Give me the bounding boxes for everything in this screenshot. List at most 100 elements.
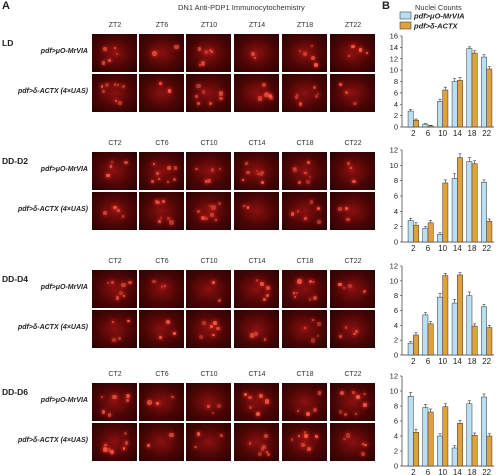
stained-nucleus [262, 83, 267, 88]
stained-nucleus [171, 395, 174, 399]
stained-nucleus [113, 83, 117, 86]
condition-label: LD [2, 38, 14, 48]
stained-nucleus [267, 452, 271, 456]
bar [481, 181, 487, 243]
stained-nucleus [317, 219, 322, 224]
stained-nucleus [169, 432, 174, 437]
stained-nucleus [196, 432, 201, 436]
micrograph-image [234, 423, 279, 461]
stained-nucleus [101, 89, 105, 94]
stained-nucleus [173, 177, 177, 181]
micrograph-image [234, 310, 279, 348]
stained-nucleus [348, 54, 351, 57]
stained-nucleus [293, 295, 297, 299]
stained-nucleus [314, 63, 318, 68]
stained-nucleus [290, 438, 294, 442]
legend-swatch [399, 21, 412, 30]
stained-nucleus [217, 404, 221, 408]
y-tick-label: 8 [394, 77, 398, 86]
stained-nucleus [303, 431, 307, 434]
stained-nucleus [106, 281, 110, 285]
stained-nucleus [338, 410, 343, 415]
bar [442, 89, 449, 128]
stained-nucleus [353, 332, 356, 336]
stained-nucleus [200, 215, 206, 221]
genotype-label: pdf>μO-MrVIA [40, 48, 88, 55]
stained-nucleus [308, 298, 312, 301]
timepoint-header: ZT10 [200, 22, 218, 29]
micrograph-image [186, 34, 231, 72]
genotype-label: pdf>δ-ACTX (4×UAS) [18, 324, 88, 331]
stained-nucleus [295, 93, 298, 96]
stained-nucleus [122, 85, 125, 88]
stained-nucleus [260, 282, 264, 286]
stained-nucleus [166, 320, 171, 325]
stained-nucleus [345, 90, 349, 95]
stained-nucleus [343, 437, 346, 441]
stained-nucleus [316, 334, 320, 338]
stained-nucleus [310, 56, 316, 61]
stained-nucleus [113, 47, 117, 50]
micrograph-image [234, 74, 279, 112]
bar [486, 435, 493, 467]
micrograph-image [186, 423, 231, 461]
x-tick-label: 6 [426, 244, 431, 253]
stained-nucleus [125, 398, 130, 403]
micrograph-image [282, 34, 327, 72]
micrograph-image [92, 74, 137, 112]
condition-label: DD-D4 [2, 274, 28, 284]
micrograph-image [92, 310, 137, 348]
y-tick-label: 6 [394, 88, 398, 97]
x-tick-label: 2 [411, 357, 416, 366]
y-tick-label: 14 [390, 43, 398, 52]
stained-nucleus [213, 320, 218, 325]
bar [427, 323, 434, 356]
stained-nucleus [353, 101, 357, 105]
y-tick-label: 8 [394, 402, 398, 411]
x-tick-label: 18 [468, 129, 477, 138]
stained-nucleus [201, 89, 206, 94]
stained-nucleus [312, 280, 315, 284]
stained-nucleus [361, 452, 365, 457]
timepoint-header: CT14 [248, 371, 266, 378]
x-tick-label: 18 [468, 357, 477, 366]
stained-nucleus [157, 219, 161, 223]
timepoint-header: ZT18 [296, 22, 314, 29]
micrograph-image [330, 34, 375, 72]
stained-nucleus [344, 326, 348, 329]
stained-nucleus [174, 44, 179, 49]
micrograph-image [330, 310, 375, 348]
stained-nucleus [160, 285, 164, 289]
y-tick-label: 0 [394, 238, 398, 247]
stained-nucleus [102, 210, 108, 216]
bar [407, 110, 414, 128]
stained-nucleus [312, 407, 317, 413]
timepoint-header: ZT22 [344, 22, 362, 29]
stained-nucleus [303, 171, 307, 175]
micrograph-image [282, 310, 327, 348]
bar [407, 342, 414, 356]
stained-nucleus [124, 441, 129, 445]
x-tick-label: 2 [411, 244, 416, 253]
timepoint-header: CT22 [344, 258, 362, 265]
stained-nucleus [107, 59, 111, 63]
bar [442, 275, 449, 356]
stained-nucleus [253, 331, 258, 336]
stained-nucleus [118, 337, 122, 341]
micrograph-image [282, 383, 327, 421]
bar [407, 396, 414, 467]
stained-nucleus [109, 450, 114, 455]
bar [451, 178, 458, 243]
micrograph-image [234, 152, 279, 190]
bar [486, 68, 493, 128]
stained-nucleus [269, 96, 273, 100]
stained-nucleus [156, 402, 159, 405]
y-tick-label: 4 [394, 321, 398, 330]
micrograph-image [92, 383, 137, 421]
stained-nucleus [195, 167, 199, 171]
stained-nucleus [110, 281, 114, 285]
micrograph-image [282, 74, 327, 112]
stained-nucleus [242, 178, 245, 181]
stained-nucleus [115, 295, 120, 300]
stained-nucleus [207, 405, 210, 408]
